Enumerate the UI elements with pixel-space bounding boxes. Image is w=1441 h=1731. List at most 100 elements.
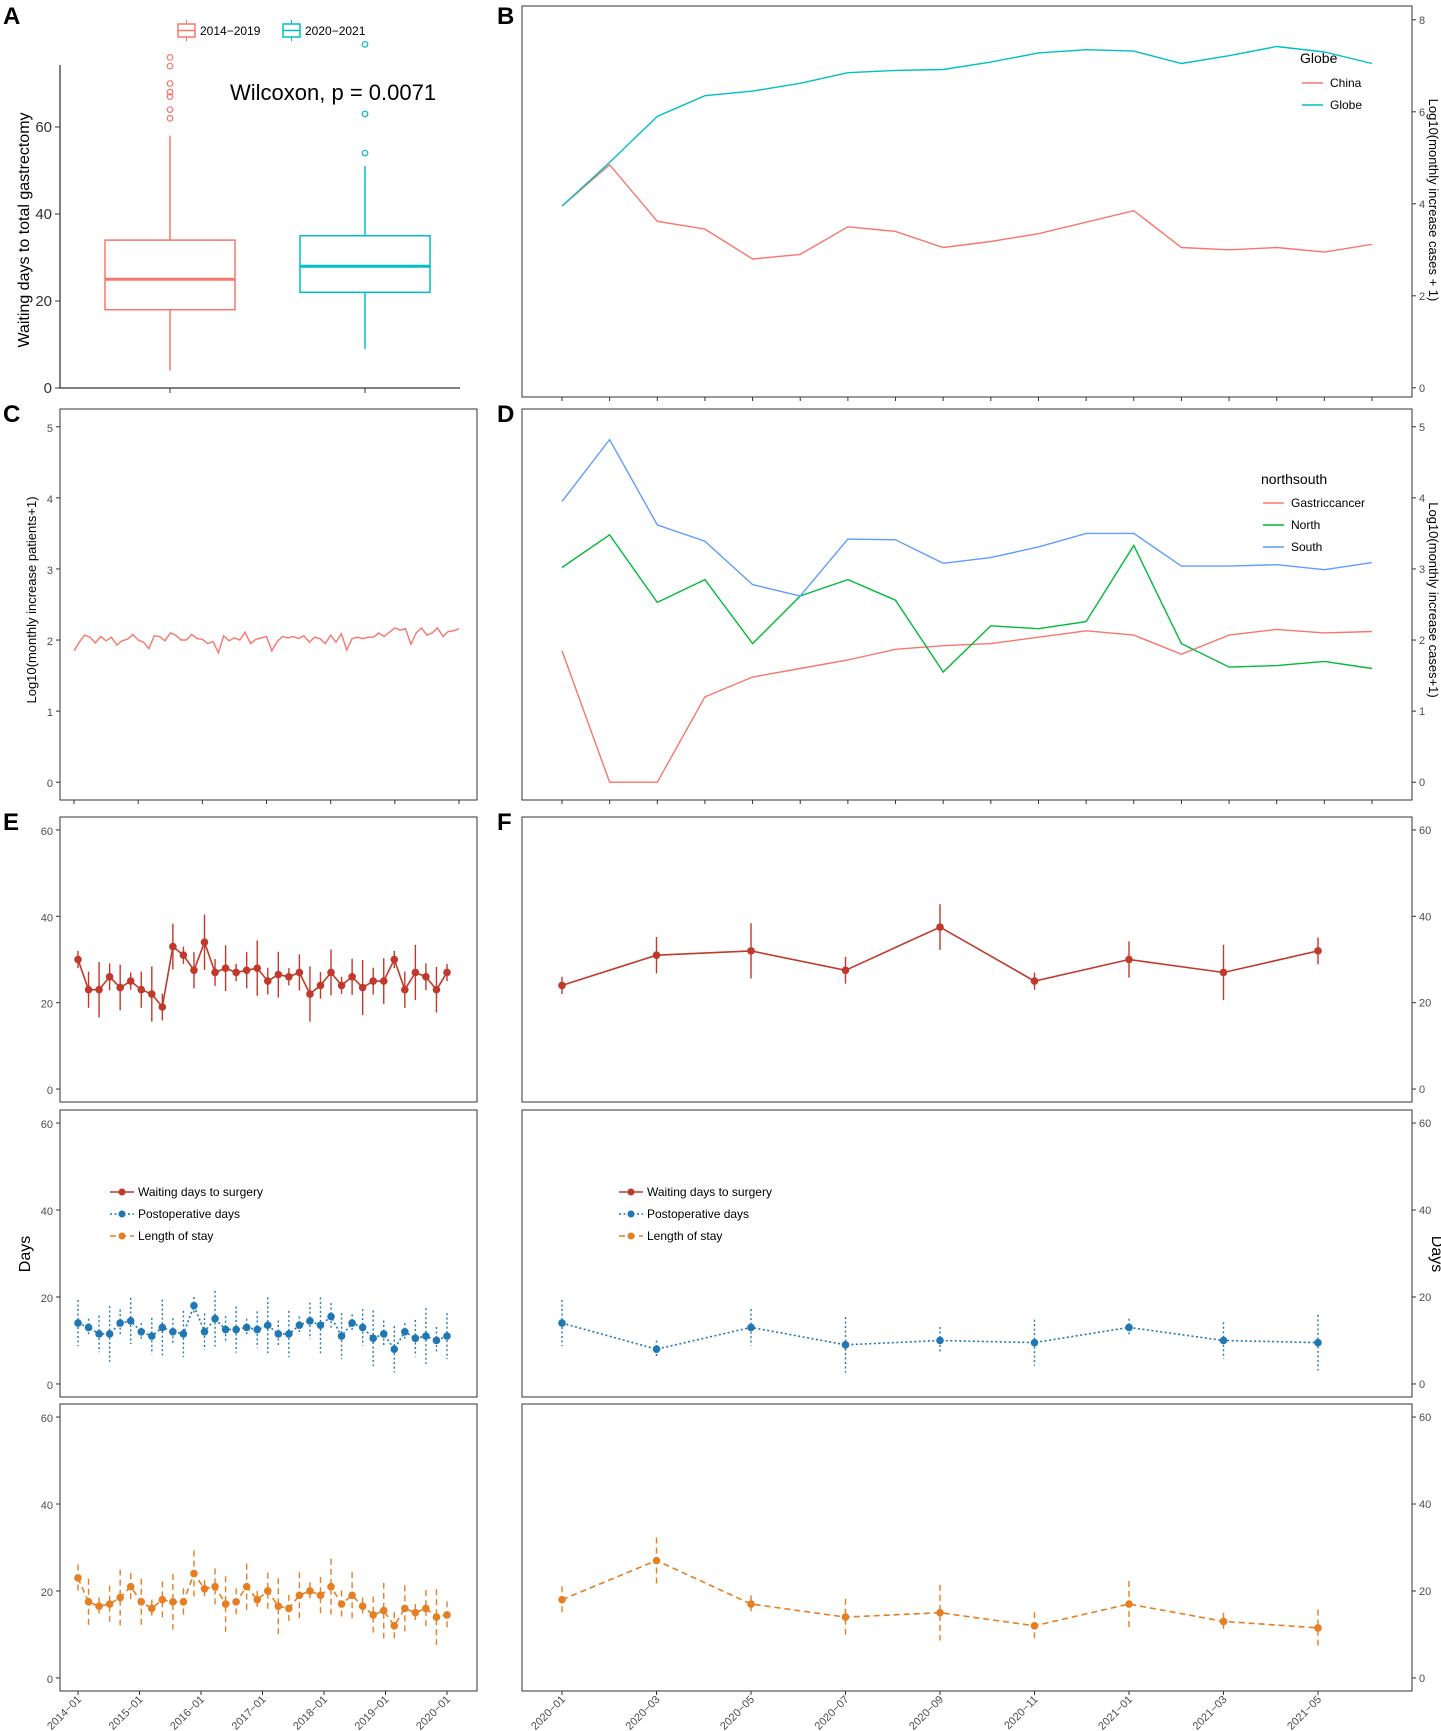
- data-point: [221, 1325, 230, 1334]
- data-point: [327, 968, 335, 977]
- series-line-gastriccancer: [561, 628, 1373, 783]
- outlier-point: [166, 54, 174, 61]
- y-tick-label: 0: [47, 1380, 53, 1392]
- data-point: [190, 966, 198, 975]
- x-tick-label: 2020−01: [529, 1694, 568, 1731]
- data-point: [1314, 1338, 1322, 1347]
- legend-label: 2014−2019: [200, 24, 261, 38]
- data-point: [158, 1595, 167, 1604]
- outlier-point: [166, 88, 174, 96]
- data-point: [169, 1327, 177, 1336]
- data-point: [369, 1334, 378, 1343]
- y-tick-label: 20: [1419, 998, 1431, 1010]
- data-point: [432, 1336, 441, 1345]
- data-point: [443, 1332, 451, 1340]
- legend-key-point: [627, 1232, 635, 1240]
- legend-label: Globe: [1330, 98, 1362, 112]
- outlier-point: [166, 93, 174, 100]
- y-tick-label: 0: [47, 1085, 53, 1097]
- panel-label: B: [497, 3, 514, 30]
- data-point: [841, 1341, 850, 1349]
- y-tick-label: 0: [47, 1674, 53, 1686]
- data-point: [306, 990, 314, 998]
- x-tick-label: 2018−01: [291, 1694, 330, 1731]
- legend-label: Gastriccancer: [1291, 496, 1365, 510]
- y-tick-label: 40: [41, 1500, 53, 1512]
- data-point: [432, 985, 441, 994]
- y-tick-label: 0: [44, 380, 52, 397]
- data-point: [285, 1330, 293, 1338]
- data-point: [263, 1321, 272, 1330]
- data-point: [306, 1317, 314, 1325]
- x-tick-label: 2016−01: [168, 1694, 207, 1731]
- y-tick-label: 3: [1419, 564, 1425, 576]
- data-point: [747, 1323, 755, 1332]
- data-point: [242, 1582, 251, 1591]
- series-line-2: [77, 1571, 448, 1628]
- y-tick-label: 0: [1419, 1673, 1425, 1685]
- series-line-north: [561, 533, 1373, 674]
- y-tick-label: 40: [35, 206, 52, 223]
- data-point: [401, 985, 409, 994]
- y-tick-label: 0: [1419, 1084, 1425, 1096]
- x-tick-label: 2014−01: [45, 1694, 84, 1731]
- data-point: [432, 1613, 441, 1621]
- data-point: [558, 1595, 566, 1604]
- data-point: [379, 1606, 388, 1615]
- data-point: [221, 1600, 230, 1608]
- data-point: [841, 1613, 850, 1621]
- data-point: [179, 1330, 188, 1338]
- outlier-point: [166, 114, 174, 122]
- data-point: [116, 1319, 124, 1327]
- data-point: [1030, 1338, 1039, 1347]
- data-point: [116, 1593, 124, 1602]
- data-point: [1030, 1621, 1039, 1630]
- legend-key-point: [627, 1188, 635, 1196]
- y-tick-label: 0: [1419, 383, 1425, 395]
- outlier-point: [166, 62, 174, 70]
- data-point: [1125, 1323, 1133, 1332]
- y-tick-label: 3: [47, 565, 53, 577]
- x-tick-label: 2020−07: [813, 1694, 852, 1731]
- data-point: [379, 1330, 388, 1338]
- series-line-globe: [561, 45, 1373, 207]
- panel-label: A: [3, 3, 20, 30]
- data-point: [316, 981, 325, 990]
- data-point: [137, 1598, 146, 1606]
- legend-label: China: [1330, 76, 1362, 90]
- data-point: [190, 1301, 198, 1310]
- data-point: [263, 1587, 272, 1595]
- data-point: [1219, 968, 1228, 977]
- data-point: [200, 938, 209, 947]
- y-tick-label: 60: [35, 119, 52, 136]
- data-point: [95, 1602, 103, 1611]
- data-point: [306, 1587, 314, 1595]
- data-point: [411, 1334, 420, 1343]
- series-line-1: [77, 1303, 448, 1351]
- data-point: [443, 968, 451, 977]
- legend-label: Waiting days to surgery: [138, 1185, 263, 1199]
- legend-label: Postoperative days: [647, 1207, 749, 1221]
- data-point: [443, 1611, 451, 1619]
- x-tick-label: 2020−09: [907, 1694, 946, 1731]
- data-point: [242, 966, 251, 975]
- data-point: [401, 1604, 409, 1613]
- data-point: [126, 1582, 135, 1591]
- data-point: [211, 968, 219, 977]
- outlier-point: [361, 110, 369, 118]
- data-point: [422, 1332, 430, 1340]
- y-tick-label: 2: [1419, 635, 1425, 647]
- y-tick-label: 60: [1419, 825, 1431, 837]
- data-point: [148, 1604, 156, 1613]
- legend-label: Length of stay: [138, 1229, 213, 1243]
- data-point: [652, 1345, 661, 1353]
- data-point: [263, 977, 272, 985]
- series-line-1: [561, 1322, 1319, 1351]
- data-point: [411, 1608, 420, 1617]
- data-point: [936, 923, 944, 931]
- facet-frame: [521, 816, 1413, 1103]
- data-point: [1219, 1336, 1228, 1345]
- data-point: [179, 1598, 188, 1606]
- data-point: [652, 951, 661, 959]
